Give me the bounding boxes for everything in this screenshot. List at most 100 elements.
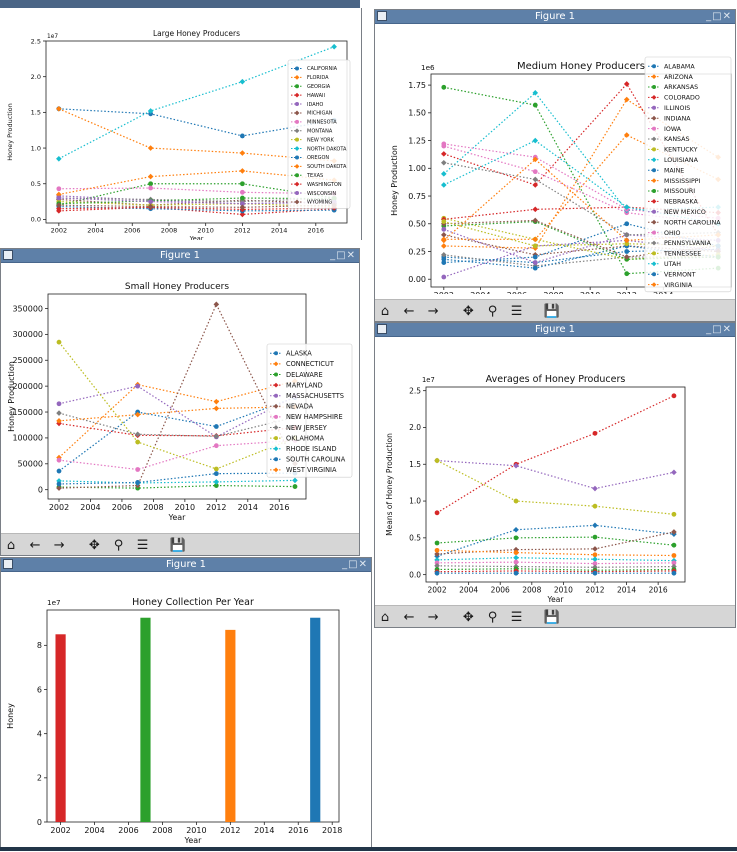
x-tick-label: 2008 xyxy=(543,291,563,294)
legend-label: NEW JERSEY xyxy=(286,424,328,432)
legend-label: DELAWARE xyxy=(286,371,323,379)
legend-label: KENTUCKY xyxy=(664,147,698,154)
data-point xyxy=(434,458,440,463)
data-point xyxy=(56,478,62,484)
data-point xyxy=(623,96,630,103)
data-point xyxy=(213,424,219,429)
zoom-icon[interactable]: ⚲ xyxy=(113,538,124,553)
save-icon[interactable]: 💾 xyxy=(543,610,560,625)
medium-producers-window[interactable]: Figure 1 _□✕ Medium Honey Producers 2002 2… xyxy=(374,9,736,322)
window-controls[interactable]: _□✕ xyxy=(330,250,356,261)
home-icon[interactable]: ⌂ xyxy=(380,304,390,319)
legend-label: WYOMING xyxy=(307,200,332,206)
data-point xyxy=(441,260,447,265)
data-point xyxy=(671,553,677,558)
back-icon[interactable]: ← xyxy=(403,304,415,319)
large-producers-window[interactable]: Large Honey Producers 2002 2004 2006 2008 201… xyxy=(0,8,362,243)
legend-marker xyxy=(651,157,657,163)
configure-icon[interactable]: ☰ xyxy=(136,538,149,553)
data-point xyxy=(134,411,141,418)
data-point xyxy=(532,236,539,243)
honey-collection-window[interactable]: Figure 1 _□✕ Honey Collection Per Year 20… xyxy=(0,557,372,849)
data-point xyxy=(239,181,245,187)
legend-marker xyxy=(294,74,300,80)
pan-icon[interactable]: ✥ xyxy=(462,610,474,625)
x-tick-label: 2010 xyxy=(175,503,195,512)
titlebar[interactable]: Figure 1 _□✕ xyxy=(1,558,371,572)
data-point xyxy=(239,78,246,85)
x-tick-label: 2006 xyxy=(491,586,510,595)
configure-icon[interactable]: ☰ xyxy=(510,304,523,319)
averages-window[interactable]: Figure 1 _□✕ Averages of Honey Producers… xyxy=(374,322,736,628)
data-point xyxy=(56,457,62,463)
x-tick-label: 2004 xyxy=(459,586,478,595)
titlebar[interactable]: Figure 1 _□✕ xyxy=(375,10,735,24)
titlebar[interactable]: Figure 1 _□✕ xyxy=(1,249,359,263)
data-point xyxy=(623,237,630,244)
x-tick-label: 2002 xyxy=(49,503,69,512)
window-controls[interactable]: _□✕ xyxy=(706,324,732,335)
legend-label: UTAH xyxy=(664,261,681,268)
legend-label: MASSACHUSETTS xyxy=(286,392,344,400)
zoom-icon[interactable]: ⚲ xyxy=(487,610,498,625)
x-tick-label: 2008 xyxy=(143,503,163,512)
data-point xyxy=(56,202,62,208)
pan-icon[interactable]: ✥ xyxy=(462,304,474,319)
back-icon[interactable]: ← xyxy=(403,610,415,625)
toolbar: ⌂ ← → ✥ ⚲ ☰ 💾 xyxy=(375,605,735,627)
y-exponent-label: 1e7 xyxy=(47,598,61,607)
taskbar-edge xyxy=(0,847,737,851)
y-tick-label: 0.5 xyxy=(409,533,421,542)
series-line xyxy=(58,187,335,195)
zoom-icon[interactable]: ⚲ xyxy=(487,304,498,319)
data-point xyxy=(532,137,539,144)
x-tick-label: 2012 xyxy=(617,291,637,294)
data-point xyxy=(532,260,538,265)
data-point xyxy=(623,232,630,238)
home-icon[interactable]: ⌂ xyxy=(380,610,390,625)
data-point xyxy=(513,550,519,555)
save-icon[interactable]: 💾 xyxy=(169,538,186,553)
legend-marker xyxy=(273,382,279,388)
data-point xyxy=(532,206,539,213)
x-tick-label: 2002 xyxy=(434,291,454,294)
legend-label: WASHINGTON xyxy=(307,182,342,188)
series-line xyxy=(437,536,675,546)
series-line xyxy=(437,549,674,557)
data-point xyxy=(135,467,141,472)
data-point xyxy=(239,133,245,139)
data-point xyxy=(513,559,519,565)
legend-marker xyxy=(273,446,279,452)
window-controls[interactable]: _□✕ xyxy=(342,559,368,570)
window-controls[interactable]: _□✕ xyxy=(706,11,732,22)
data-point xyxy=(592,552,598,558)
chart-title: Large Honey Producers xyxy=(153,29,240,38)
data-point xyxy=(135,480,141,485)
pan-icon[interactable]: ✥ xyxy=(88,538,100,553)
titlebar[interactable]: Figure 1 _□✕ xyxy=(375,323,735,337)
data-point xyxy=(434,510,440,516)
legend-label: MICHIGAN xyxy=(307,111,333,117)
configure-icon[interactable]: ☰ xyxy=(510,610,523,625)
back-icon[interactable]: ← xyxy=(29,538,41,553)
series-line xyxy=(59,484,295,489)
x-tick-label: 2008 xyxy=(152,826,172,835)
data-point xyxy=(135,439,141,445)
forward-icon[interactable]: → xyxy=(427,610,439,625)
x-tick-label: 2014 xyxy=(238,503,258,512)
small-producers-window[interactable]: Figure 1 _□✕ Small Honey Producers 2002 20… xyxy=(0,248,360,556)
y-tick-label: 100000 xyxy=(12,434,43,443)
window-title: Figure 1 xyxy=(534,324,576,335)
bar xyxy=(55,634,66,822)
data-point xyxy=(239,150,246,156)
forward-icon[interactable]: → xyxy=(427,304,439,319)
data-point xyxy=(623,81,630,87)
home-icon[interactable]: ⌂ xyxy=(6,538,16,553)
data-point xyxy=(513,535,519,541)
data-point xyxy=(671,393,677,399)
y-tick-label: 200000 xyxy=(12,382,43,391)
save-icon[interactable]: 💾 xyxy=(543,304,560,319)
legend-marker xyxy=(652,230,656,235)
forward-icon[interactable]: → xyxy=(53,538,65,553)
legend-marker xyxy=(273,361,279,367)
